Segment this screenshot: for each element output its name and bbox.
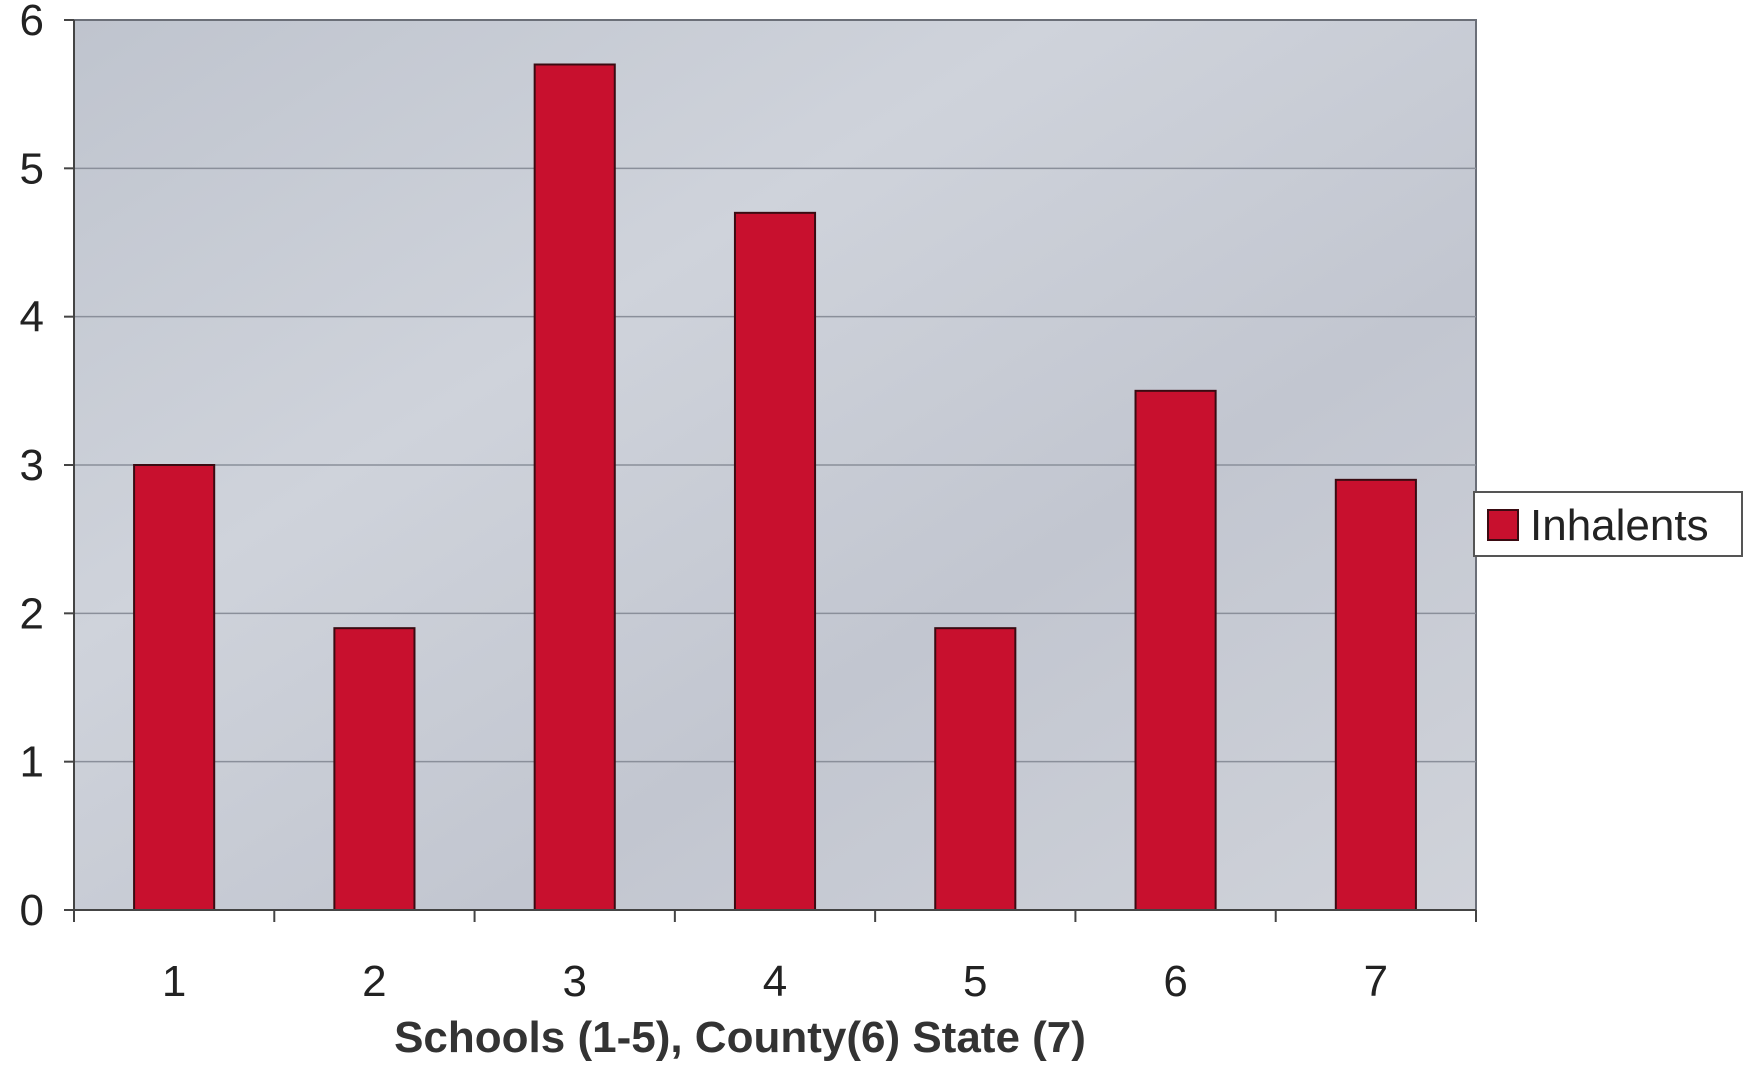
bar-6 (1134, 389, 1217, 912)
x-tick-label: 2 (362, 957, 386, 1006)
x-tick-label: 3 (562, 957, 586, 1006)
y-ticks: 0 1 2 3 4 5 6 (20, 0, 74, 935)
legend-swatch (1487, 509, 1519, 541)
y-tick-label: 0 (20, 886, 44, 935)
x-tick-label: 6 (1163, 957, 1187, 1006)
y-tick-label: 6 (20, 0, 44, 45)
y-tick-label: 5 (20, 144, 44, 193)
bar-3 (533, 63, 616, 911)
bar-7 (1334, 478, 1417, 911)
x-axis-title: Schools (1-5), County(6) State (7) (394, 1013, 1086, 1062)
legend-label: Inhalents (1530, 501, 1709, 550)
bar-5 (934, 627, 1017, 912)
x-tick-label: 5 (963, 957, 987, 1006)
bar-1 (133, 464, 216, 911)
y-tick-label: 1 (20, 738, 44, 787)
y-tick-label: 2 (20, 589, 44, 638)
x-tick-label: 7 (1364, 957, 1388, 1006)
y-tick-label: 3 (20, 441, 44, 490)
bar-4 (733, 211, 817, 912)
x-ticks: 1 2 3 4 5 6 7 (73, 910, 1477, 1006)
legend: Inhalents (1473, 491, 1743, 557)
x-tick-label: 1 (162, 957, 186, 1006)
y-tick-label: 4 (20, 293, 44, 342)
x-tick-label: 4 (763, 957, 787, 1006)
bars (133, 63, 1417, 912)
bar-2 (333, 627, 416, 912)
